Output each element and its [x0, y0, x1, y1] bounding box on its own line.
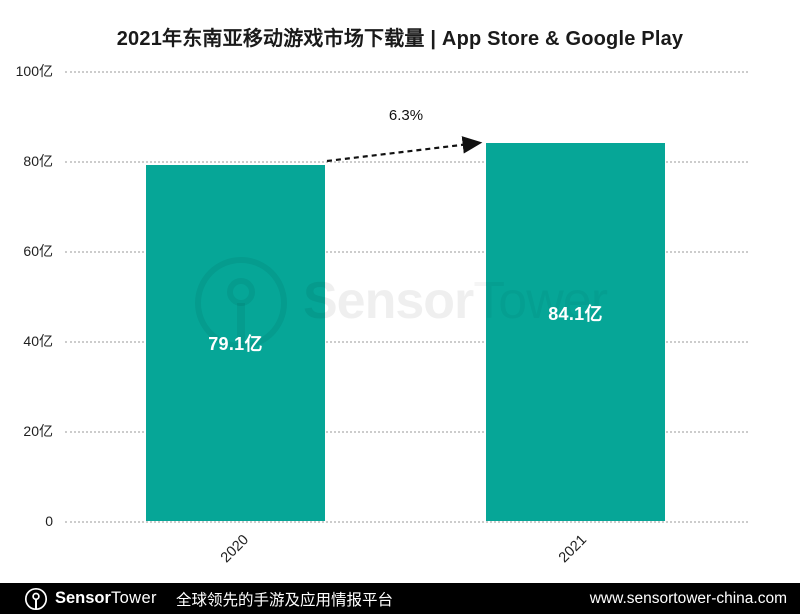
x-axis-tick-2020: 2020 [217, 531, 253, 567]
footer-tagline: 全球领先的手游及应用情报平台 [175, 591, 393, 609]
watermark-brand-bold: Sensor [303, 271, 474, 330]
gridline-40 [65, 341, 748, 343]
bar-value-label-2020: 79.1亿 [208, 334, 263, 354]
y-axis-tick: 20亿 [23, 423, 53, 439]
x-axis-tick-2021: 2021 [555, 531, 591, 567]
page-title: 2021年东南亚移动游戏市场下载量 | App Store & Google P… [116, 28, 684, 50]
footer-brand-light: Tower [110, 589, 157, 607]
footer-brand-bold: Sensor [55, 589, 111, 607]
gridline-20 [65, 431, 748, 433]
y-axis-tick: 100亿 [15, 63, 53, 79]
gridline-0 [65, 521, 748, 523]
footer-bar: SensorTower 全球领先的手游及应用情报平台 www.sensortow… [0, 583, 800, 614]
y-axis-tick: 0 [45, 513, 53, 529]
gridline-60 [65, 251, 748, 253]
bar-chart: 100亿 80亿 60亿 40亿 20亿 0 79.1亿 84.1亿 6.3% … [15, 63, 748, 567]
bar-2020 [146, 165, 325, 521]
y-axis-tick: 80亿 [23, 153, 53, 169]
growth-arrow-icon [326, 136, 483, 163]
footer-website: www.sensortower-china.com [589, 589, 787, 607]
gridline-100 [65, 71, 748, 73]
footer-brand: SensorTower [55, 589, 157, 608]
gridline-80 [65, 161, 748, 163]
bar-2021 [486, 142, 665, 521]
y-axis-tick: 40亿 [23, 333, 53, 349]
y-axis-tick: 60亿 [23, 243, 53, 259]
sensortower-logo-icon [24, 587, 48, 610]
growth-percent-label: 6.3% [388, 107, 424, 124]
bar-value-label-2021: 84.1亿 [548, 304, 603, 324]
